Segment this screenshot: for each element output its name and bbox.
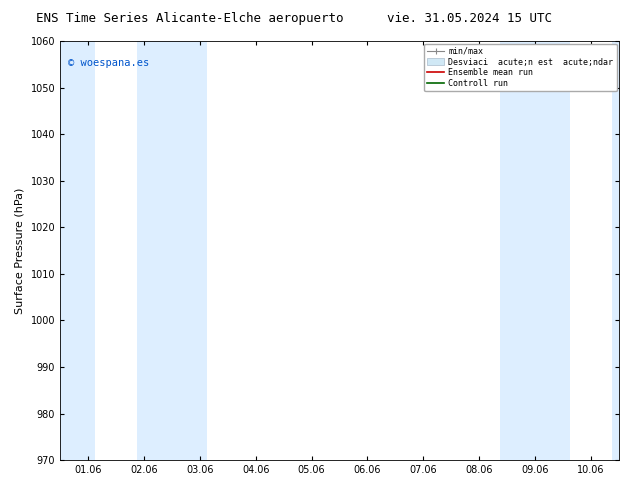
- Legend: min/max, Desviaci  acute;n est  acute;ndar, Ensemble mean run, Controll run: min/max, Desviaci acute;n est acute;ndar…: [424, 44, 616, 91]
- Bar: [136, 41, 207, 460]
- Bar: [60, 41, 95, 460]
- Bar: [500, 41, 571, 460]
- Text: ENS Time Series Alicante-Elche aeropuerto: ENS Time Series Alicante-Elche aeropuert…: [36, 12, 344, 25]
- Bar: [612, 41, 619, 460]
- Text: vie. 31.05.2024 15 UTC: vie. 31.05.2024 15 UTC: [387, 12, 552, 25]
- Y-axis label: Surface Pressure (hPa): Surface Pressure (hPa): [15, 187, 25, 314]
- Text: © woespana.es: © woespana.es: [68, 58, 150, 68]
